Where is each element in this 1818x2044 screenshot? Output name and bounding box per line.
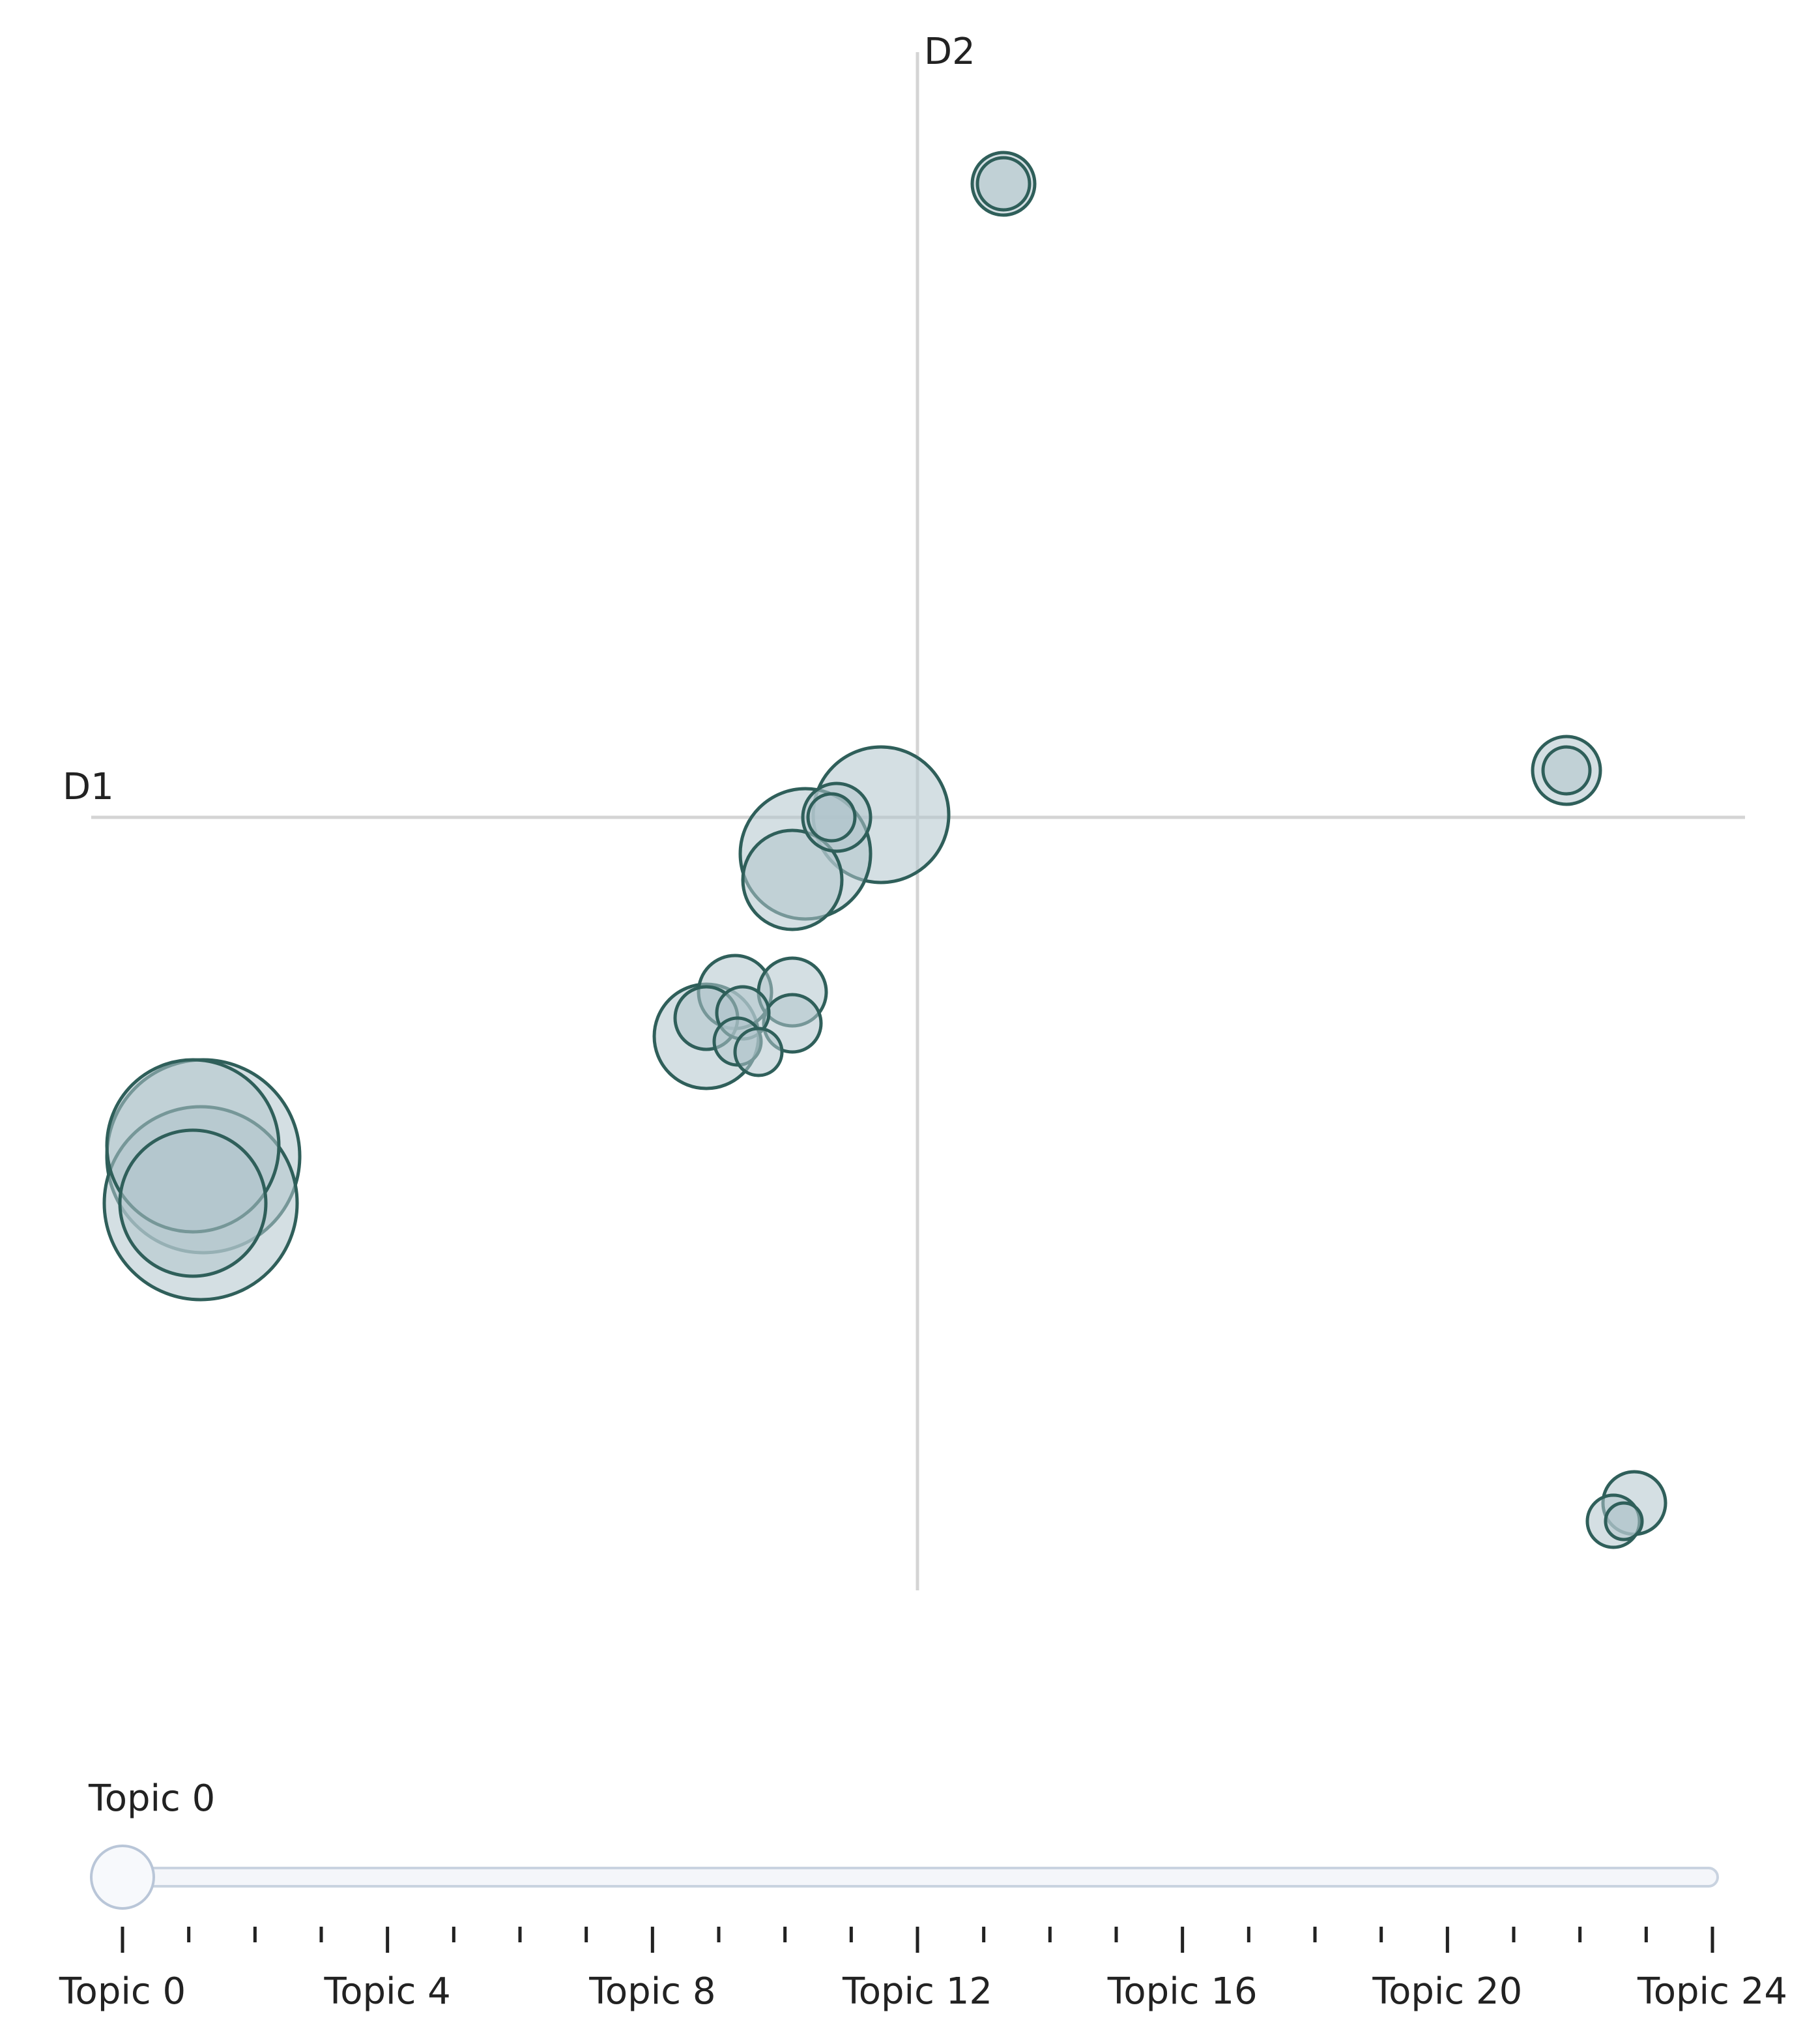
topic-bubble[interactable] [741,828,844,931]
slider-track[interactable] [121,1867,1719,1888]
topic-bubble[interactable] [733,1027,784,1077]
bubble-layer [102,151,1667,1549]
slider-tick-label: Topic 4 [324,1970,451,2013]
d1-axis-label: D1 [63,766,114,808]
topic-bubble[interactable] [1604,1501,1644,1541]
slider-tick-label: Topic 12 [842,1970,992,2013]
topic-bubble[interactable] [806,792,857,843]
topic-bubble[interactable] [975,156,1032,212]
d2-axis-label: D2 [924,31,975,73]
axis-label-layer: D1 D2 [63,31,975,808]
slider-tick-label: Topic 8 [588,1970,715,2013]
slider-tick-label: Topic 24 [1637,1970,1787,2013]
slider-current-label: Topic 0 [88,1777,215,1820]
topic-bubble[interactable] [1541,745,1592,796]
slider-tick-label: Topic 16 [1107,1970,1258,2013]
slider-ticks: Topic 0 Topic 4 Topic 8 Topic 12 Topic 16 Top… [59,1927,1787,2013]
slider-tick-label: Topic 20 [1372,1970,1522,2013]
slider-handle[interactable] [90,1845,155,1910]
topic-slider[interactable]: Topic 0 Topic 0 Topic 4 Topic 8 Topic 12 Top… [59,1777,1787,2013]
topic-bubble[interactable] [118,1128,268,1278]
slider-tick-label: Topic 0 [59,1970,186,2013]
